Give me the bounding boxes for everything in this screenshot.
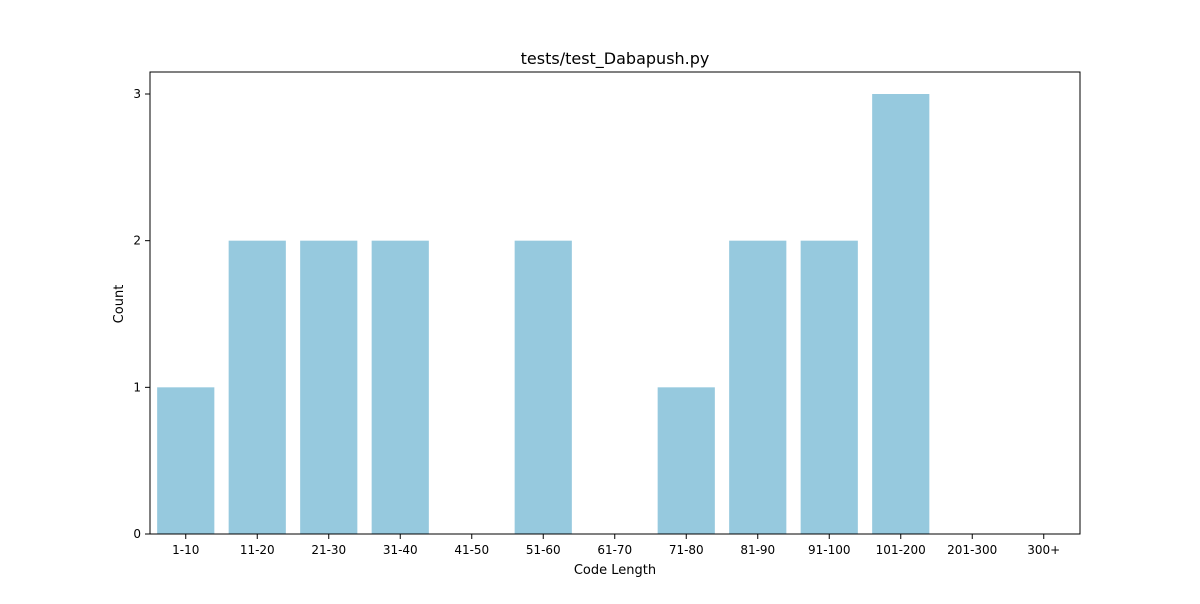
bar-91-100 (800, 240, 858, 535)
x-tick-label: 51-60 (526, 543, 561, 557)
y-axis-label: Count (112, 285, 127, 324)
y-tick-label: 1 (133, 380, 141, 394)
y-tick-label: 2 (133, 234, 141, 248)
x-tick-label: 201-300 (947, 543, 997, 557)
x-tick-label: 101-200 (876, 543, 926, 557)
bar-51-60 (514, 240, 572, 535)
x-tick-label: 81-90 (740, 543, 775, 557)
y-tick-label: 0 (133, 527, 141, 541)
x-tick-label: 91-100 (808, 543, 851, 557)
x-tick-label: 1-10 (172, 543, 199, 557)
bar-21-30 (300, 240, 358, 535)
bar-1-10 (157, 387, 215, 534)
x-tick-label: 21-30 (311, 543, 346, 557)
x-tick-label: 31-40 (383, 543, 418, 557)
bar-101-200 (872, 94, 930, 534)
x-tick-label: 71-80 (669, 543, 704, 557)
bars-layer (157, 94, 930, 535)
x-tick-label: 11-20 (240, 543, 275, 557)
plot-frame (149, 71, 1081, 535)
chart-title: tests/test_Dabapush.py (521, 49, 710, 69)
bar-11-20 (228, 240, 286, 535)
x-axis-label: Code Length (574, 563, 656, 578)
bar-31-40 (371, 240, 429, 535)
x-tick-label: 61-70 (597, 543, 632, 557)
x-tick-label: 41-50 (454, 543, 489, 557)
ticks-layer: 1-10 11-20 21-30 31-40 41-50 51-60 61-70 71-80 8… (133, 87, 1060, 557)
bar-81-90 (729, 240, 787, 535)
x-tick-label: 300+ (1027, 543, 1060, 557)
y-tick-label: 3 (133, 87, 141, 101)
bar-71-80 (657, 387, 715, 534)
